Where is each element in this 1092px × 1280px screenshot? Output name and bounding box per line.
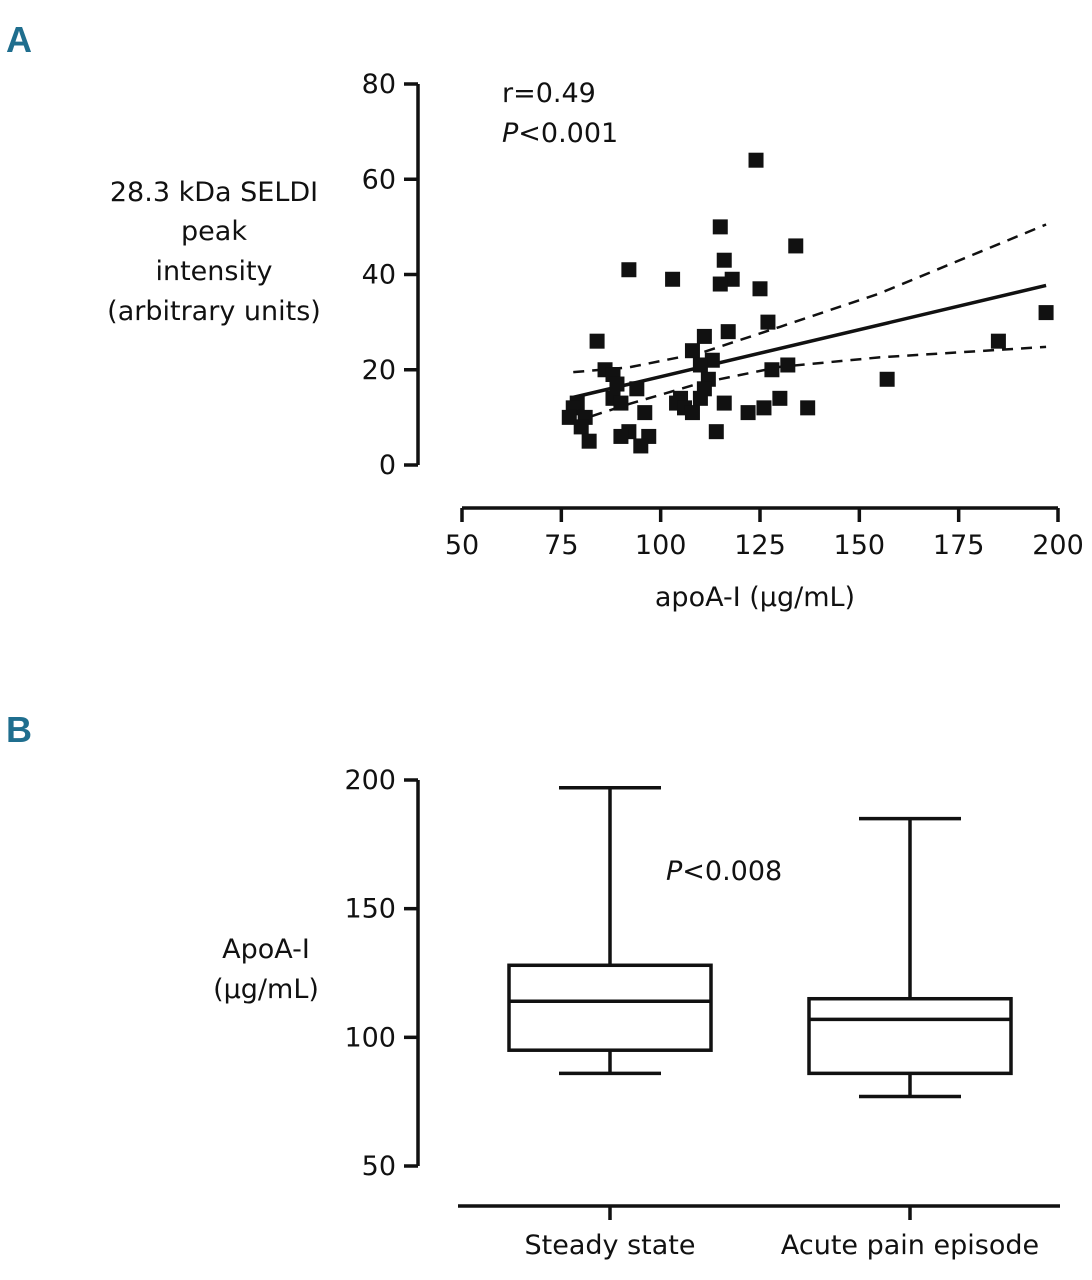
a-data-point bbox=[772, 390, 788, 406]
a-data-point bbox=[613, 395, 629, 411]
a-data-point bbox=[740, 405, 756, 421]
panel-a-letter: A bbox=[6, 19, 32, 60]
a-data-point bbox=[637, 405, 653, 421]
b-box-acute-pain-episode bbox=[807, 816, 1013, 1099]
a-data-point bbox=[716, 395, 732, 411]
b-y-ticks: 50 100 150 200 bbox=[344, 765, 418, 1182]
b-y-tick-label: 50 bbox=[362, 1151, 396, 1182]
b-y-tick-label: 200 bbox=[344, 765, 396, 796]
a-ylabel-line-1: 28.3 kDa SELDI bbox=[110, 177, 318, 208]
b-y-tick-label: 150 bbox=[344, 894, 396, 925]
a-x-tick-label: 175 bbox=[933, 530, 985, 561]
a-data-point bbox=[760, 314, 776, 330]
a-y-tick-label: 80 bbox=[362, 69, 396, 100]
a-y-tick-label: 20 bbox=[362, 355, 396, 386]
a-data-point bbox=[633, 438, 649, 454]
a-data-point bbox=[780, 357, 796, 373]
a-x-tick-label: 200 bbox=[1032, 530, 1084, 561]
a-y-ticks: 0 20 40 60 80 bbox=[362, 69, 418, 481]
a-x-tick-label: 75 bbox=[544, 530, 578, 561]
a-data-point bbox=[629, 381, 645, 397]
a-xlabel: apoA-I (µg/mL) bbox=[655, 582, 855, 613]
a-y-tick-label: 60 bbox=[362, 164, 396, 195]
a-data-point bbox=[684, 405, 700, 421]
b-p-value: P<0.008 bbox=[666, 856, 782, 887]
a-data-point bbox=[748, 152, 764, 168]
a-x-tick-label: 100 bbox=[635, 530, 687, 561]
b-y-tick-label: 100 bbox=[344, 1022, 396, 1053]
b-p-prefix: P bbox=[666, 856, 683, 887]
a-data-point bbox=[990, 333, 1006, 349]
a-p-value: P<0.001 bbox=[502, 118, 618, 149]
a-data-points bbox=[561, 152, 1054, 454]
a-x-tick-label: 150 bbox=[834, 530, 886, 561]
a-data-point bbox=[692, 390, 708, 406]
b-boxes bbox=[507, 785, 1013, 1099]
a-data-point bbox=[696, 328, 712, 344]
b-iqr-box bbox=[807, 996, 1013, 1076]
b-x-ticks: Steady state Acute pain episode bbox=[525, 1206, 1039, 1261]
a-p-suffix: <0.001 bbox=[518, 118, 618, 149]
a-data-point bbox=[720, 324, 736, 340]
a-data-point bbox=[708, 424, 724, 440]
b-axes bbox=[416, 780, 1060, 1208]
a-data-point bbox=[764, 362, 780, 378]
a-data-point bbox=[800, 400, 816, 416]
a-data-point bbox=[704, 352, 720, 368]
a-x-tick-label: 125 bbox=[734, 530, 786, 561]
b-iqr-box bbox=[507, 963, 713, 1052]
b-ylabel-line-2: (µg/mL) bbox=[213, 974, 319, 1005]
b-p-suffix: <0.008 bbox=[682, 856, 782, 887]
a-data-point bbox=[692, 357, 708, 373]
a-data-point bbox=[621, 262, 637, 278]
a-ci-upper-line bbox=[573, 223, 1047, 374]
a-data-point bbox=[716, 252, 732, 268]
a-p-prefix: P bbox=[502, 118, 519, 149]
a-y-tick-label: 40 bbox=[362, 260, 396, 291]
a-data-point bbox=[724, 271, 740, 287]
a-ylabel-line-3: intensity bbox=[155, 256, 272, 287]
a-data-point bbox=[879, 371, 895, 387]
a-data-point bbox=[712, 219, 728, 235]
a-data-point bbox=[561, 409, 577, 425]
a-data-point bbox=[1038, 305, 1054, 321]
b-category-label: Acute pain episode bbox=[781, 1230, 1039, 1261]
a-x-tick-label: 50 bbox=[445, 530, 479, 561]
a-data-point bbox=[756, 400, 772, 416]
a-axes bbox=[416, 84, 1058, 510]
a-data-point bbox=[609, 376, 625, 392]
a-data-point bbox=[573, 419, 589, 435]
a-data-point bbox=[788, 238, 804, 254]
box-plot-panel-b: 50 100 150 200 Steady state Acute pain episo… bbox=[213, 765, 1060, 1261]
b-box-steady-state bbox=[507, 785, 713, 1076]
a-regression-line bbox=[572, 283, 1047, 400]
scatter-plot-panel-a: 0 20 40 60 80 50 75 100 125 150 175 200 r=0.49 P<0… bbox=[107, 69, 1084, 613]
a-data-point bbox=[589, 333, 605, 349]
a-x-ticks: 50 75 100 125 150 175 200 bbox=[445, 508, 1084, 561]
panel-b-letter: B bbox=[6, 709, 32, 750]
a-data-point bbox=[665, 271, 681, 287]
a-data-point bbox=[581, 433, 597, 449]
b-category-label: Steady state bbox=[525, 1230, 696, 1261]
a-ylabel-line-4: (arbitrary units) bbox=[107, 296, 321, 327]
a-data-point bbox=[712, 276, 728, 292]
a-data-point bbox=[684, 343, 700, 359]
a-correlation-r: r=0.49 bbox=[502, 78, 596, 109]
a-data-point bbox=[613, 428, 629, 444]
a-data-point bbox=[752, 281, 768, 297]
b-ylabel-line-1: ApoA-I bbox=[222, 934, 310, 965]
a-y-tick-label: 0 bbox=[379, 450, 396, 481]
a-ylabel-line-2: peak bbox=[181, 216, 247, 247]
